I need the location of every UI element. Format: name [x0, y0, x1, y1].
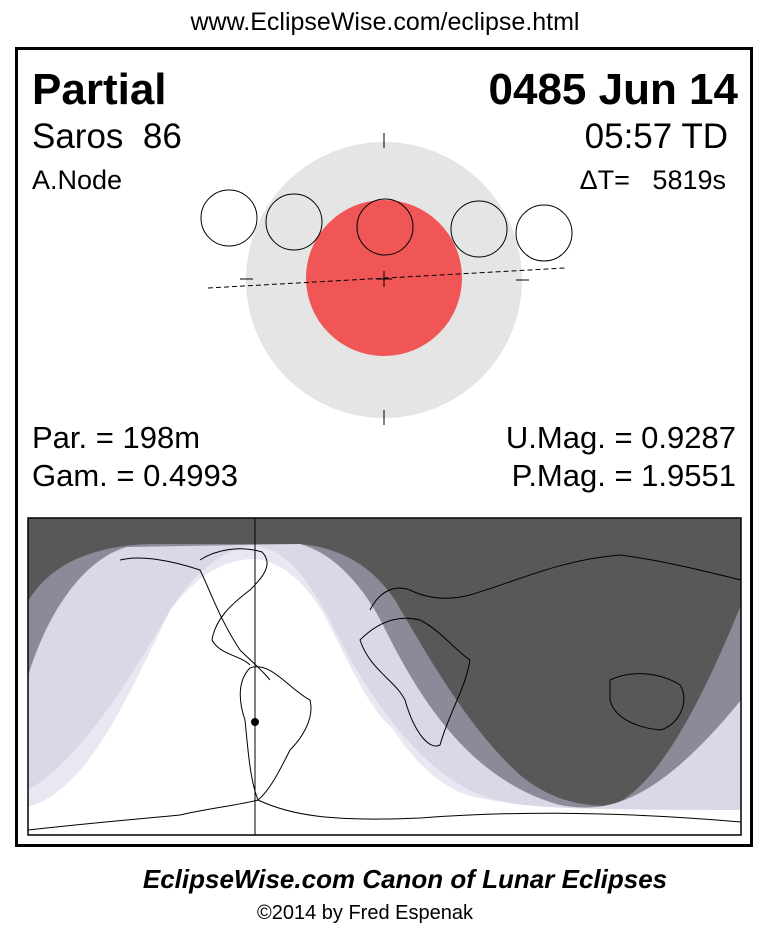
source-url: www.EclipseWise.com/eclipse.html [190, 8, 580, 36]
moon-position-u4 [450, 200, 508, 258]
diagram-frame [15, 47, 753, 847]
australia [609, 673, 685, 731]
moon-path-line [207, 267, 566, 289]
node-label: A.Node [32, 165, 123, 195]
visibility-map [28, 518, 741, 835]
partial-duration: Par. = 198m [32, 420, 201, 455]
umbral-magnitude: U.Mag. = 0.9287 [505, 420, 736, 455]
eurasia [369, 554, 741, 611]
footer-title: EclipseWise.com Canon of Lunar Eclipses [142, 864, 668, 894]
antarctica-coast [28, 799, 741, 831]
greatest-eclipse-point [251, 718, 259, 726]
moon-position-p1 [200, 189, 258, 247]
eclipse-time: 05:57 TD [584, 117, 728, 156]
map-border [27, 517, 742, 836]
north-america-coast [119, 557, 271, 681]
south-america [239, 666, 312, 801]
moon-position-u1 [265, 193, 323, 251]
eclipse-type: Partial [32, 65, 167, 114]
africa [359, 617, 471, 747]
north-america-east-coast [199, 548, 268, 666]
gamma-value: Gam. = 0.4993 [32, 458, 238, 493]
penumbral-magnitude: P.Mag. = 1.9551 [511, 458, 736, 493]
moon-position-greatest [356, 198, 414, 256]
coastlines [28, 548, 741, 831]
full-visibility-region [28, 559, 741, 835]
saros-number: Saros 86 [32, 117, 182, 156]
moon-position-p4 [515, 204, 573, 262]
delta-t: ΔT= 5819s [579, 165, 726, 195]
eclipse-date: 0485 Jun 14 [488, 65, 739, 114]
footer-copyright: ©2014 by Fred Espenak [257, 902, 473, 924]
